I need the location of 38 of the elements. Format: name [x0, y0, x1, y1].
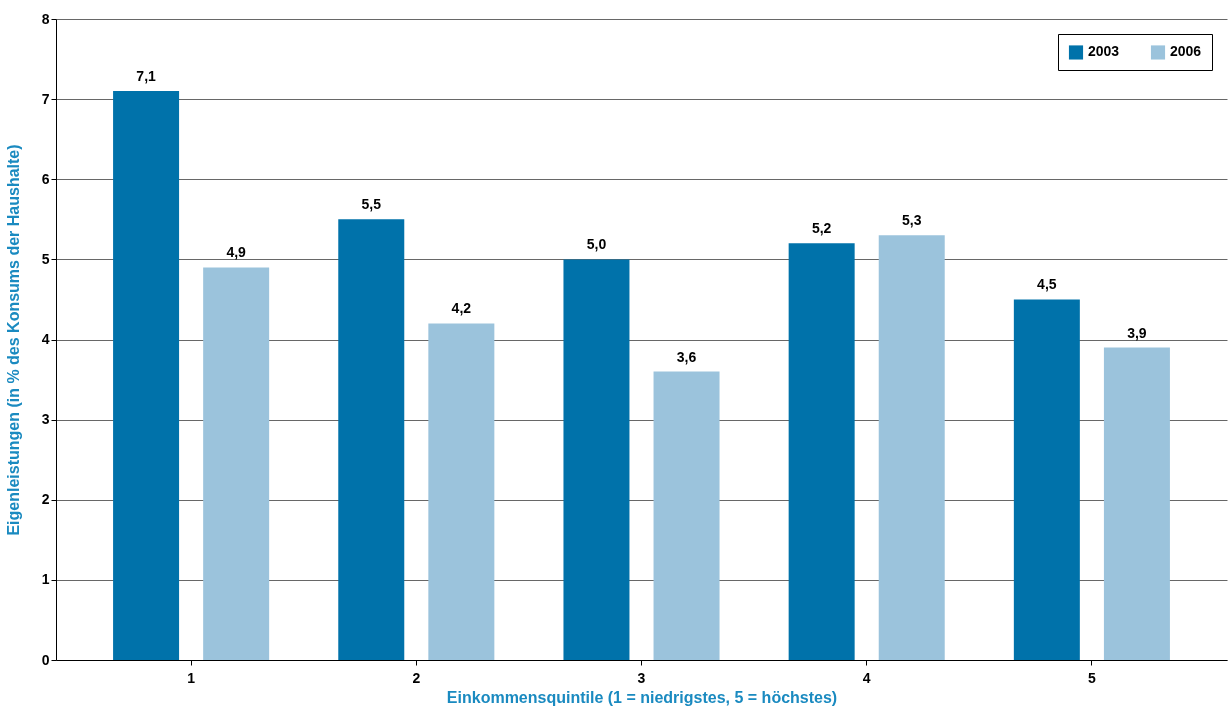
bar — [1103, 347, 1170, 660]
x-tick-label: 4 — [862, 669, 871, 686]
data-label: 4,5 — [1037, 276, 1057, 293]
y-tick-label: 8 — [41, 10, 50, 27]
y-tick-label: 6 — [41, 170, 50, 187]
bar — [428, 323, 495, 660]
x-tick-label: 2 — [412, 669, 421, 686]
x-tick-label: 3 — [637, 669, 646, 686]
legend-label: 2006 — [1170, 43, 1202, 60]
x-tick-label: 5 — [1087, 669, 1096, 686]
bar — [113, 91, 180, 660]
data-label: 4,9 — [226, 244, 247, 261]
bar — [1013, 299, 1080, 660]
bar — [653, 371, 720, 660]
data-label: 3,9 — [1127, 324, 1147, 341]
y-tick-label: 7 — [41, 90, 50, 107]
bar — [878, 235, 945, 660]
data-label: 5,3 — [902, 212, 922, 229]
legend-label: 2003 — [1088, 43, 1120, 60]
x-axis-title: Einkommensquintile (1 = niedrigstes, 5 = höchstes) — [446, 688, 838, 706]
y-tick-label: 0 — [41, 651, 50, 668]
y-tick-label: 2 — [41, 491, 50, 508]
data-label: 5,5 — [361, 196, 382, 213]
bar — [338, 219, 405, 660]
y-tick-label: 4 — [41, 331, 50, 347]
y-tick-label: 3 — [41, 411, 50, 428]
data-label: 5,2 — [811, 220, 832, 237]
data-label: 7,1 — [136, 68, 157, 85]
y-tick-label: 5 — [41, 250, 50, 267]
data-label: 5,0 — [586, 236, 607, 253]
data-label: 4,2 — [451, 300, 472, 317]
data-label: 3,6 — [676, 348, 697, 365]
x-tick-label: 1 — [187, 669, 196, 686]
bar — [788, 243, 855, 660]
y-axis-title: Eigenleistungen (in % des Konsums der Haushalte) — [4, 144, 22, 536]
y-tick-label: 1 — [41, 571, 50, 588]
bar — [563, 259, 630, 660]
bar — [203, 267, 270, 660]
